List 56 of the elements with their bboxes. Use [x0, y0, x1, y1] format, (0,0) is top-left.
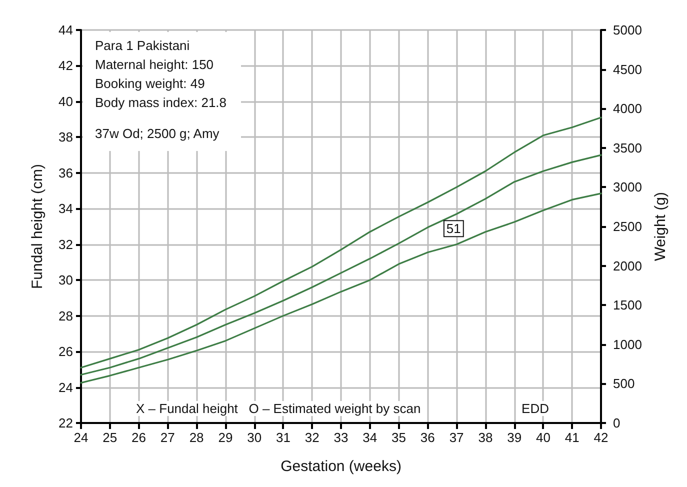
y2-tick-label: 1000: [613, 336, 642, 352]
y-tick-label: 22: [58, 416, 73, 430]
x-tick-label: 42: [594, 430, 608, 445]
y2-tick-label: 5000: [613, 22, 642, 38]
y-tick-label: 36: [58, 165, 73, 180]
y-tick-label: 30: [58, 272, 73, 288]
annotation: Maternal height: 150: [95, 57, 214, 72]
x-tick-label: 28: [189, 430, 204, 445]
x-tick-label: 32: [304, 430, 320, 445]
y-tick-label: 26: [58, 344, 73, 360]
y2-tick-label: 4000: [613, 101, 642, 116]
x-tick-label: 26: [132, 430, 146, 445]
y-tick-label: 44: [58, 22, 73, 38]
annotation: Para 1 Pakistani: [95, 38, 190, 53]
y-tick-label: 32: [58, 236, 73, 252]
x-tick-label: 38: [478, 430, 493, 445]
x-tick-label: 34: [362, 430, 378, 445]
x-tick-label: 27: [160, 430, 175, 445]
y-tick-label: 42: [58, 58, 73, 74]
x-tick-label: 24: [74, 430, 88, 445]
x-tick-label: 30: [247, 430, 262, 445]
y-axis-title: Fundal height (cm): [29, 164, 46, 290]
y2-tick-label: 2000: [613, 258, 642, 274]
y2-tick-label: 2500: [613, 219, 642, 234]
x-tick-label: 36: [420, 430, 435, 445]
x-axis-title: Gestation (weeks): [280, 458, 402, 475]
x-tick-label: 39: [507, 430, 522, 445]
y2-tick-label: 500: [613, 376, 635, 392]
x-tick-label: 41: [564, 430, 580, 445]
y2-axis-title: Weight (g): [652, 192, 669, 261]
y-tick-label: 40: [58, 94, 73, 109]
annotation: 51: [446, 221, 461, 236]
y-tick-label: 28: [58, 308, 73, 324]
x-tick-label: 31: [276, 430, 290, 445]
x-tick-label: 35: [392, 430, 406, 445]
x-tick-label: 40: [536, 430, 550, 445]
y2-tick-label: 3000: [613, 180, 642, 195]
line-series: [80, 154, 602, 376]
y2-tick-label: 4500: [613, 62, 642, 77]
y-tick-label: 24: [58, 380, 73, 395]
y2-tick-label: 1500: [613, 298, 642, 313]
x-tick-label: 25: [102, 430, 118, 445]
annotation: EDD: [522, 401, 550, 416]
y-tick-label: 34: [58, 201, 73, 216]
line-series: [80, 192, 602, 384]
y-tick-label: 38: [58, 130, 73, 145]
x-tick-label: 29: [218, 430, 233, 445]
y2-tick-label: 3500: [613, 140, 642, 156]
annotation: X – Fundal height O – Estimated weight by scan: [136, 401, 421, 416]
line-series: [80, 116, 602, 368]
annotation: Body mass index: 21.8: [95, 95, 227, 110]
x-tick-label: 33: [334, 430, 348, 445]
x-tick-label: 37: [449, 430, 464, 445]
annotation: 37w Od; 2500 g; Amy: [95, 126, 220, 141]
annotation: Booking weight: 49: [95, 76, 205, 91]
y2-tick-label: 0: [613, 416, 620, 430]
